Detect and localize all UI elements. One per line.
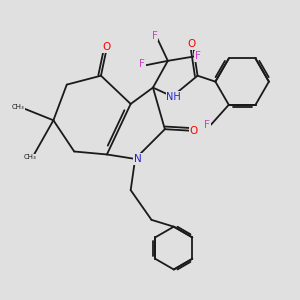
Text: F: F: [195, 51, 200, 62]
Text: O: O: [190, 126, 198, 136]
Text: F: F: [139, 59, 145, 69]
Text: O: O: [188, 40, 196, 50]
Text: NH: NH: [167, 92, 181, 101]
Text: O: O: [103, 43, 111, 52]
Text: N: N: [134, 154, 142, 164]
Text: F: F: [152, 31, 158, 40]
Text: CH₃: CH₃: [12, 104, 25, 110]
Text: CH₃: CH₃: [23, 154, 36, 160]
Text: F: F: [204, 120, 210, 130]
